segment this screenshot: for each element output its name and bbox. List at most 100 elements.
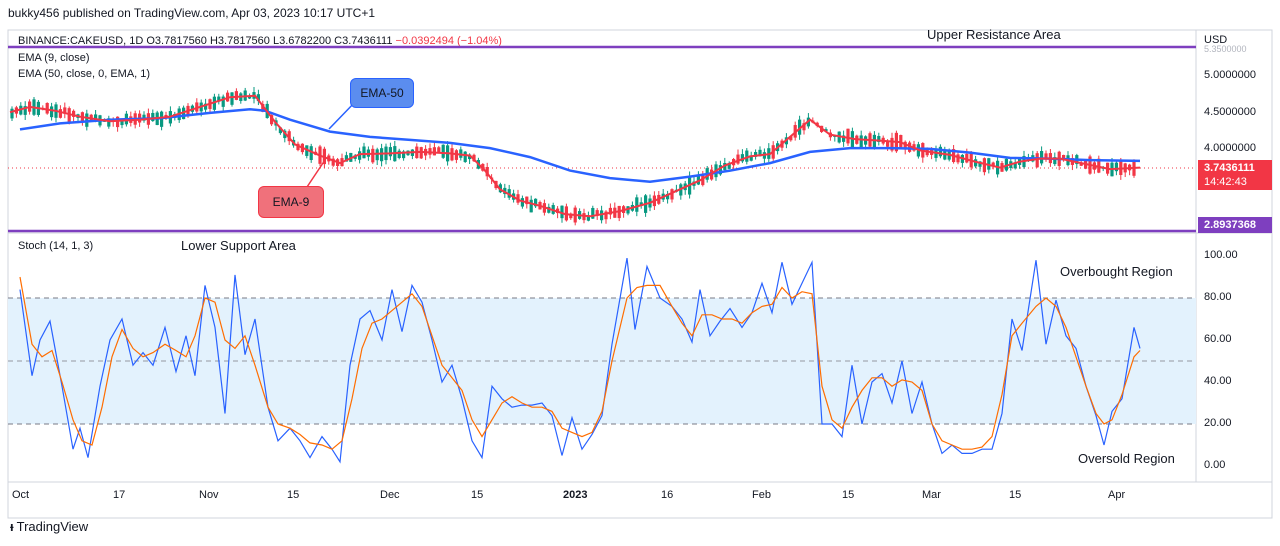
tradingview-brand[interactable]: ᵻ TradingView xyxy=(10,519,88,534)
ema9-legend[interactable]: EMA (9, close) xyxy=(18,52,90,64)
candle-body xyxy=(278,127,282,134)
stoch-tick: 100.00 xyxy=(1204,249,1238,261)
candle-body xyxy=(974,159,978,167)
currency-label: USD xyxy=(1204,34,1228,46)
candle-body xyxy=(635,197,639,212)
candle-body xyxy=(727,162,731,169)
candle-body xyxy=(309,146,313,160)
publisher-line: bukky456 published on TradingView.com, A… xyxy=(8,6,376,20)
candle-body xyxy=(877,136,881,142)
candle-body xyxy=(529,199,533,213)
time-tick: 2023 xyxy=(563,489,588,501)
candle-body xyxy=(375,149,379,161)
candle-body xyxy=(94,114,98,122)
candle-body xyxy=(991,162,995,167)
candle-body xyxy=(472,154,476,162)
candle-body xyxy=(560,205,564,219)
candle-body xyxy=(1013,162,1017,169)
candle-body xyxy=(107,118,111,127)
ema50-legend[interactable]: EMA (50, close, 0, EMA, 1) xyxy=(18,68,151,80)
candle-body xyxy=(358,151,362,160)
candle-body xyxy=(586,215,590,221)
tradingview-logo-icon: ᵻ xyxy=(10,519,14,534)
price-change-text: −0.0392494 (−1.04%) xyxy=(395,35,502,47)
current-price-badge: 3.7436111 14:42:43 xyxy=(1198,160,1272,190)
candle-body xyxy=(270,115,274,125)
candles-group xyxy=(10,87,1136,226)
candle-body xyxy=(859,135,863,149)
time-tick: Mar xyxy=(922,489,941,501)
upper-resistance-label: Upper Resistance Area xyxy=(927,27,1061,42)
candle-body xyxy=(1044,153,1048,160)
candle-body xyxy=(256,94,260,102)
candle-body xyxy=(1035,153,1039,168)
candle-body xyxy=(982,158,986,173)
candle-body xyxy=(824,129,828,132)
candle-body xyxy=(608,207,612,215)
candle-body xyxy=(261,103,265,112)
candle-body xyxy=(468,154,472,160)
stoch-tick: 80.00 xyxy=(1204,291,1232,303)
candle-body xyxy=(402,151,406,159)
candle-body xyxy=(604,211,608,220)
candle-body xyxy=(754,152,758,157)
candle-body xyxy=(701,175,705,186)
candle-body xyxy=(437,147,441,153)
candle-body xyxy=(388,147,392,157)
candle-body xyxy=(287,131,291,142)
candle-body xyxy=(50,106,54,118)
stoch-legend[interactable]: Stoch (14, 1, 3) xyxy=(18,240,94,252)
symbol-ohlc-text: BINANCE:CAKEUSD, 1D O3.7817560 H3.781756… xyxy=(18,35,393,47)
candle-body xyxy=(380,148,384,162)
candle-body xyxy=(428,148,432,155)
support-price-badge: 2.8937368 xyxy=(1198,217,1272,233)
candle-body xyxy=(151,112,155,122)
candle-body xyxy=(1062,154,1066,161)
candle-body xyxy=(789,136,793,141)
candle-body xyxy=(182,107,186,120)
candle-body xyxy=(1053,157,1057,165)
candle-body xyxy=(1097,158,1101,173)
tradingview-brand-text: TradingView xyxy=(16,519,89,534)
chart-frame xyxy=(7,29,1273,519)
candle-body xyxy=(331,158,335,166)
candle-body xyxy=(749,156,753,161)
candle-body xyxy=(217,96,221,102)
candle-body xyxy=(846,128,850,144)
candle-body xyxy=(45,102,49,114)
ema50-callout: EMA-50 xyxy=(350,78,414,108)
price-tick: 4.0000000 xyxy=(1204,142,1256,154)
current-price-value: 3.7436111 xyxy=(1204,162,1255,174)
candle-body xyxy=(890,137,894,151)
stoch-tick: 60.00 xyxy=(1204,333,1232,345)
candle-body xyxy=(903,141,907,150)
candle-body xyxy=(569,213,573,219)
time-tick: 15 xyxy=(471,489,484,501)
candle-body xyxy=(534,198,538,207)
candle-body xyxy=(802,123,806,131)
candle-body xyxy=(63,107,67,114)
price-tick: 4.5000000 xyxy=(1204,106,1256,118)
candle-body xyxy=(230,92,234,105)
overbought-label: Overbought Region xyxy=(1060,264,1173,279)
candle-body xyxy=(696,175,700,185)
candle-body xyxy=(485,167,489,177)
candle-body xyxy=(520,198,524,207)
time-tick: 15 xyxy=(842,489,855,501)
candle-body xyxy=(666,193,670,200)
time-tick: 17 xyxy=(113,489,126,501)
candle-body xyxy=(740,154,744,162)
candle-body xyxy=(908,142,912,152)
candle-body xyxy=(432,147,436,156)
candle-body xyxy=(362,146,366,159)
candle-body xyxy=(116,116,120,128)
symbol-ohlc-line: BINANCE:CAKEUSD, 1D O3.7817560 H3.781756… xyxy=(18,35,502,47)
candle-body xyxy=(67,108,71,123)
stoch-tick: 20.00 xyxy=(1204,417,1232,429)
candle-body xyxy=(23,106,27,115)
candle-body xyxy=(397,150,401,158)
candle-body xyxy=(718,165,722,175)
candle-body xyxy=(886,141,890,147)
ema9-callout: EMA-9 xyxy=(258,186,324,218)
